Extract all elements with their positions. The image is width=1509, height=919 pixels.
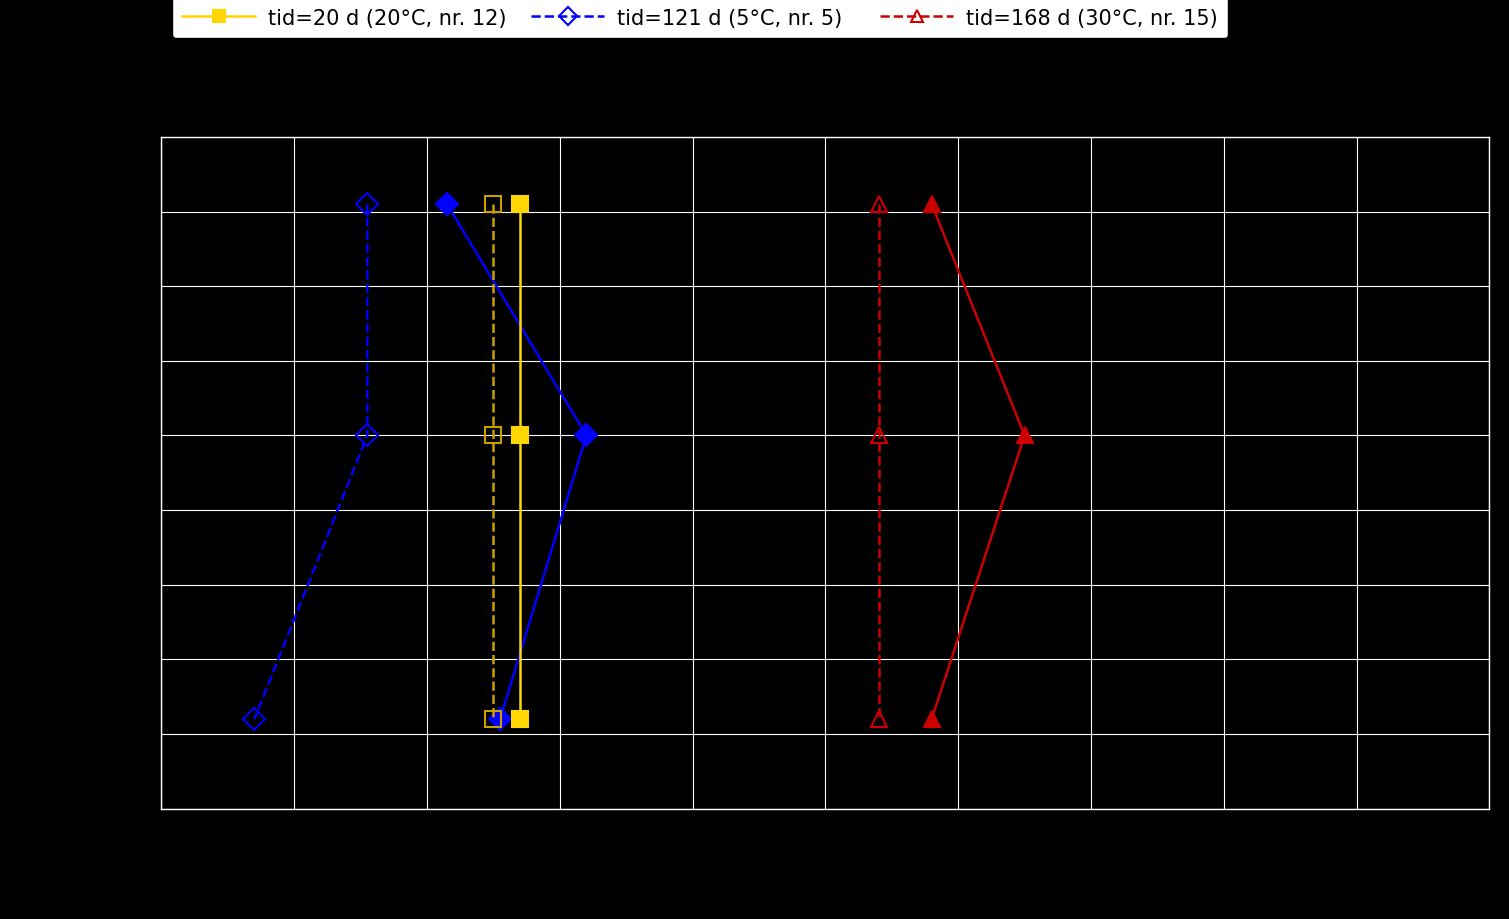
Legend: tid=22 d (5°C, nr. 5), tid=20 d (20°C, nr. 12), tid=15 d (30°C, nr. 15), tid=121: tid=22 d (5°C, nr. 5), tid=20 d (20°C, n…	[172, 0, 1228, 40]
